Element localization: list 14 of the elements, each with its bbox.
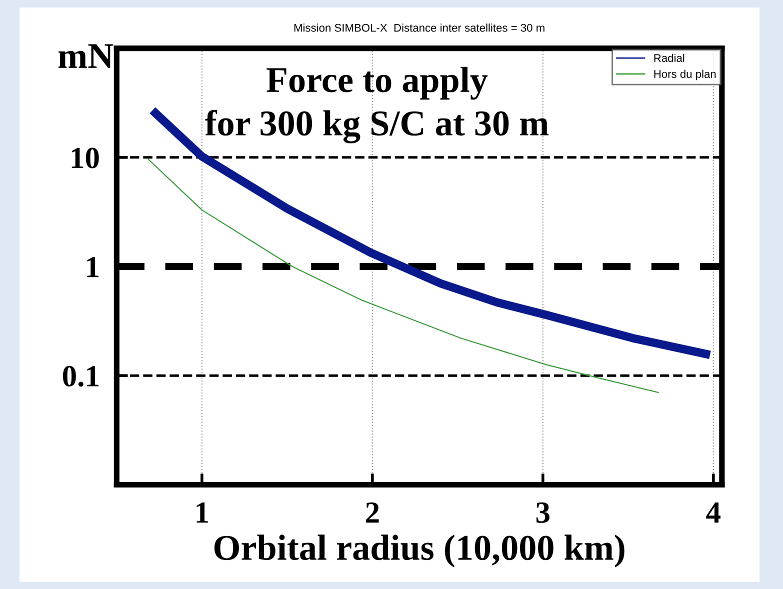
x-tick-label: 4 <box>706 502 720 523</box>
x-tick-label: 1 <box>196 502 208 523</box>
line-series <box>146 158 660 394</box>
y-axis-title: mN <box>58 44 114 68</box>
y-tick-label: 0.1 <box>62 366 98 387</box>
legend-label: Radial <box>654 54 684 62</box>
y-tick-label: 10 <box>72 148 99 168</box>
x-tick-label: 2 <box>366 502 379 523</box>
chart-title: Mission SIMBOL-X Distance inter satellites = 30 m <box>294 24 544 32</box>
annotation: Force to apply for 300 kg S/C at 30 m <box>204 66 549 144</box>
x-tick-label: 3 <box>536 502 550 523</box>
y-tick-label: 1 <box>87 256 98 278</box>
legend-label: Hors du plan <box>654 70 716 80</box>
x-axis-title: Orbital radius (10,000 km) <box>214 534 624 568</box>
